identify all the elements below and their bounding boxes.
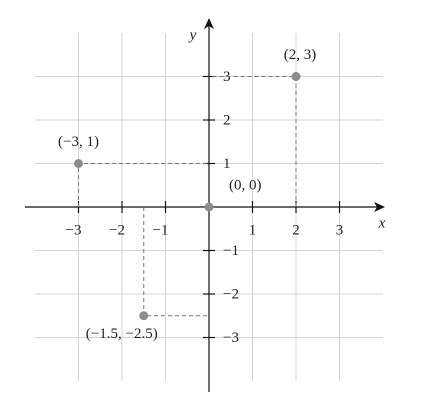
- x-tick-label: 3: [336, 222, 344, 238]
- x-arrow: [374, 202, 385, 212]
- x-tick-label: −2: [109, 222, 125, 238]
- point-label: (0, 0): [229, 177, 262, 193]
- y-tick-label: 2: [223, 112, 231, 128]
- point-label: (2, 3): [284, 47, 317, 63]
- point-label: (−3, 1): [58, 134, 99, 150]
- point: [291, 72, 301, 81]
- x-tick-label: −1: [153, 222, 169, 238]
- y-tick-label: −2: [223, 286, 239, 302]
- x-tick-label: −3: [66, 222, 82, 238]
- y-arrow: [204, 18, 214, 29]
- point: [204, 202, 214, 212]
- y-axis-label: y: [188, 27, 197, 43]
- point-label: (−1.5, −2.5): [86, 326, 158, 342]
- y-tick-label: 1: [223, 156, 231, 172]
- guide-line: [78, 163, 209, 207]
- x-axis-label: x: [378, 215, 386, 231]
- y-tick-label: −1: [223, 243, 239, 259]
- guide-line: [209, 76, 297, 207]
- point: [139, 311, 149, 321]
- x-tick-label: 2: [292, 222, 300, 238]
- y-tick-label: −3: [223, 330, 239, 346]
- point: [74, 159, 83, 168]
- x-tick-label: 1: [249, 222, 257, 238]
